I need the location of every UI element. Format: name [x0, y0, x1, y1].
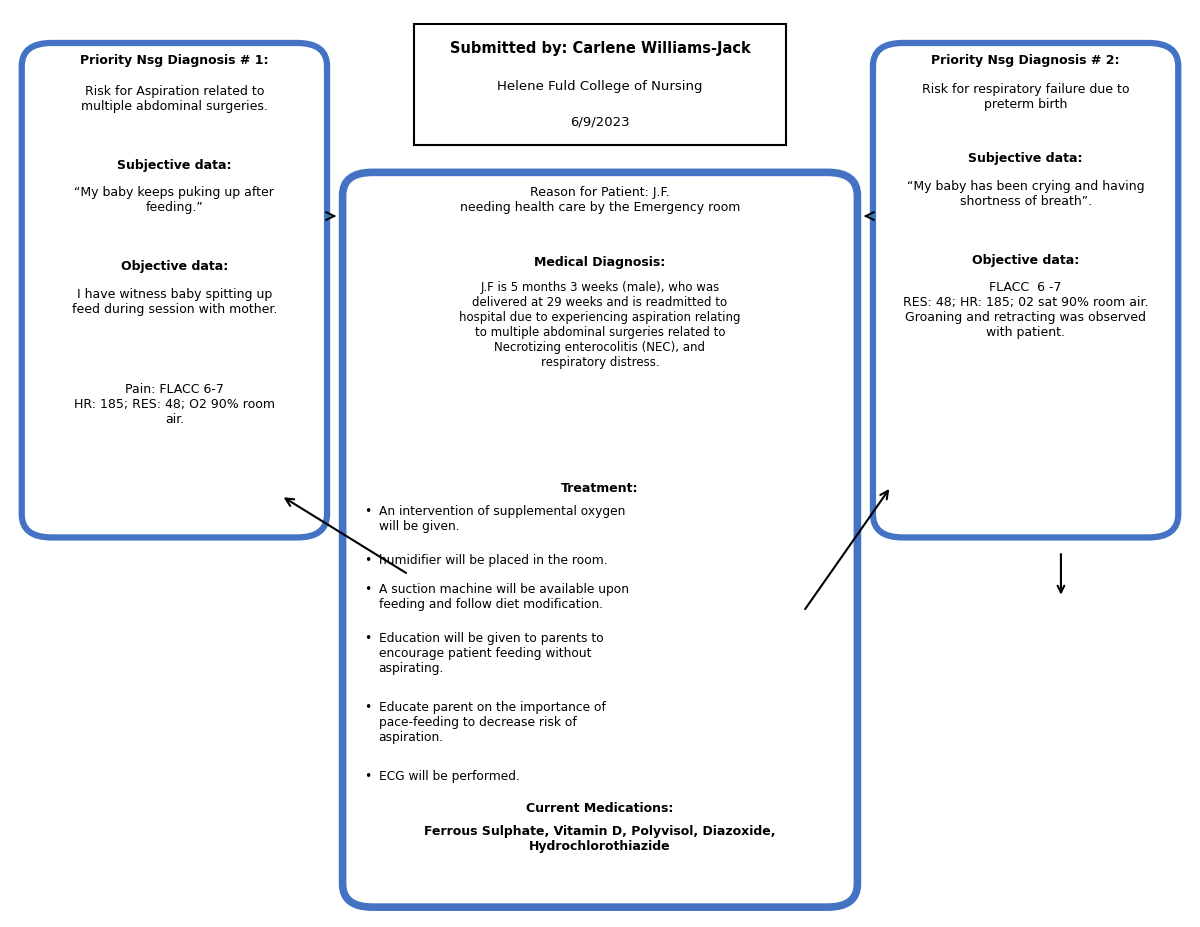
Text: “My baby keeps puking up after
feeding.”: “My baby keeps puking up after feeding.”: [74, 186, 275, 214]
FancyBboxPatch shape: [342, 172, 858, 908]
Text: An intervention of supplemental oxygen
will be given.: An intervention of supplemental oxygen w…: [378, 505, 625, 533]
Text: Helene Fuld College of Nursing: Helene Fuld College of Nursing: [497, 80, 703, 93]
Text: •: •: [364, 583, 371, 596]
FancyBboxPatch shape: [22, 43, 328, 538]
Text: humidifier will be placed in the room.: humidifier will be placed in the room.: [378, 554, 607, 567]
Text: •: •: [364, 701, 371, 714]
Text: •: •: [364, 554, 371, 567]
Text: Submitted by: Carlene Williams-Jack: Submitted by: Carlene Williams-Jack: [450, 41, 750, 57]
FancyBboxPatch shape: [414, 24, 786, 145]
Text: 6/9/2023: 6/9/2023: [570, 115, 630, 128]
Text: Current Medications:: Current Medications:: [527, 802, 673, 815]
Text: Treatment:: Treatment:: [562, 482, 638, 495]
Text: J.F is 5 months 3 weeks (male), who was
delivered at 29 weeks and is readmitted : J.F is 5 months 3 weeks (male), who was …: [460, 282, 740, 370]
Text: Subjective data:: Subjective data:: [968, 152, 1082, 165]
Text: •: •: [364, 632, 371, 645]
Text: Ferrous Sulphate, Vitamin D, Polyvisol, Diazoxide,
Hydrochlorothiazide: Ferrous Sulphate, Vitamin D, Polyvisol, …: [425, 825, 775, 853]
Text: FLACC  6 -7
RES: 48; HR: 185; 02 sat 90% room air.
Groaning and retracting was o: FLACC 6 -7 RES: 48; HR: 185; 02 sat 90% …: [902, 282, 1148, 339]
Text: Objective data:: Objective data:: [121, 260, 228, 273]
Text: Educate parent on the importance of
pace-feeding to decrease risk of
aspiration.: Educate parent on the importance of pace…: [378, 701, 605, 744]
Text: •: •: [364, 505, 371, 518]
FancyBboxPatch shape: [872, 43, 1178, 538]
Text: “My baby has been crying and having
shortness of breath”.: “My baby has been crying and having shor…: [907, 180, 1145, 208]
Text: Risk for respiratory failure due to
preterm birth: Risk for respiratory failure due to pret…: [922, 83, 1129, 110]
Text: •: •: [364, 770, 371, 783]
Text: Priority Nsg Diagnosis # 1:: Priority Nsg Diagnosis # 1:: [80, 54, 269, 67]
Text: Risk for Aspiration related to
multiple abdominal surgeries.: Risk for Aspiration related to multiple …: [80, 84, 268, 112]
Text: Subjective data:: Subjective data:: [118, 159, 232, 171]
Text: Medical Diagnosis:: Medical Diagnosis:: [534, 256, 666, 269]
Text: Objective data:: Objective data:: [972, 254, 1079, 267]
Text: ECG will be performed.: ECG will be performed.: [378, 770, 520, 783]
Text: Pain: FLACC 6-7
HR: 185; RES: 48; O2 90% room
air.: Pain: FLACC 6-7 HR: 185; RES: 48; O2 90%…: [74, 383, 275, 426]
Text: A suction machine will be available upon
feeding and follow diet modification.: A suction machine will be available upon…: [378, 583, 629, 611]
Text: Priority Nsg Diagnosis # 2:: Priority Nsg Diagnosis # 2:: [931, 54, 1120, 67]
Text: I have witness baby spitting up
feed during session with mother.: I have witness baby spitting up feed dur…: [72, 288, 277, 316]
Text: Education will be given to parents to
encourage patient feeding without
aspirati: Education will be given to parents to en…: [378, 632, 604, 675]
Text: Reason for Patient: J.F.
needing health care by the Emergency room: Reason for Patient: J.F. needing health …: [460, 186, 740, 214]
